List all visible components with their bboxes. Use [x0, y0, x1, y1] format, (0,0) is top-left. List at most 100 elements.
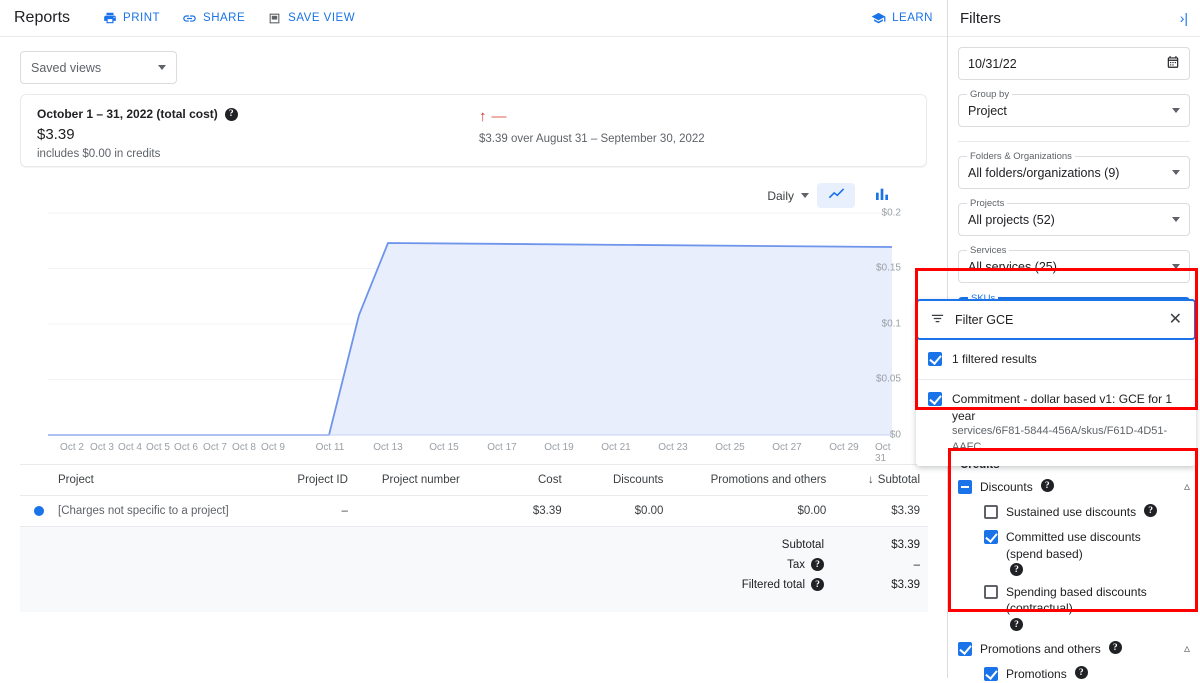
group-by-field[interactable]: Group by Project [958, 89, 1190, 127]
sustained-use-discounts-row[interactable]: Sustained use discounts ? [958, 504, 1190, 520]
totals-value: $3.39 [891, 578, 920, 591]
sku-results-checkbox[interactable] [928, 352, 942, 366]
promotions-checkbox[interactable] [984, 667, 998, 682]
committed-use-discounts-help: ? [958, 560, 1190, 577]
promotions-and-others-checkbox[interactable] [958, 642, 972, 657]
x-tick-label: Oct 6 [174, 442, 198, 453]
chevron-down-icon [801, 193, 809, 198]
link-icon [182, 11, 197, 26]
help-icon[interactable]: ? [224, 107, 238, 121]
summary-credits-note: includes $0.00 in credits [37, 148, 161, 160]
print-button[interactable]: PRINT [102, 11, 160, 26]
spending-based-discounts-label: Spending based discounts (contractual) [1006, 585, 1147, 616]
help-icon[interactable]: ? [1010, 618, 1023, 632]
bar-chart-toggle[interactable] [863, 183, 901, 208]
filters-panel: Filters ›| 10/31/22 Group by Project Fol… [916, 0, 1200, 682]
help-icon[interactable]: ? [1144, 504, 1158, 518]
sort-desc-icon: ↓ [868, 474, 874, 486]
summary-delta: ↑ — $3.39 over August 31 – September 30,… [479, 109, 705, 145]
toolbar-actions: PRINT SHARE SAVE VIEW [102, 11, 355, 26]
col-discounts[interactable]: Discounts [612, 474, 664, 486]
table-row[interactable]: [Charges not specific to a project] – $3… [20, 495, 928, 526]
x-tick-label: Oct 4 [118, 442, 142, 453]
calendar-icon[interactable] [1166, 55, 1180, 72]
x-tick-label: Oct 19 [544, 442, 574, 453]
help-icon[interactable]: ? [811, 578, 824, 591]
col-project-id[interactable]: Project ID [297, 474, 348, 486]
col-cost[interactable]: Cost [538, 474, 562, 486]
chevron-up-icon[interactable]: ▵ [1183, 641, 1190, 656]
services-field[interactable]: Services All services (25) [958, 245, 1190, 283]
chevron-down-icon [1172, 108, 1180, 113]
chevron-down-icon [1172, 217, 1180, 222]
spending-based-discounts-help: ? [958, 615, 1190, 632]
share-button[interactable]: SHARE [182, 11, 245, 26]
committed-use-discounts-row[interactable]: Committed use discounts (spend based) [958, 529, 1190, 561]
folders-orgs-field[interactable]: Folders & Organizations All folders/orga… [958, 151, 1190, 189]
promotions-and-others-group-row[interactable]: Promotions and others ? ▵ [958, 641, 1190, 657]
cell-discounts: $0.00 [569, 495, 672, 526]
col-project[interactable]: Project [58, 474, 94, 486]
sku-results-label: 1 filtered results [952, 352, 1037, 366]
folders-orgs-label: Folders & Organizations [967, 151, 1075, 162]
col-subtotal-label: Subtotal [877, 474, 920, 486]
help-icon[interactable]: ? [1010, 563, 1023, 577]
x-tick-label: Oct 2 [60, 442, 84, 453]
projects-label: Projects [967, 198, 1008, 209]
help-icon[interactable]: ? [1108, 641, 1122, 655]
x-tick-label: Oct 8 [232, 442, 256, 453]
print-label: PRINT [123, 12, 161, 24]
x-tick-label: Oct 21 [601, 442, 631, 453]
help-icon[interactable]: ? [1040, 479, 1054, 493]
skus-label: SKUs [968, 293, 999, 304]
learn-button[interactable]: LEARN [871, 11, 933, 26]
filter-icon [930, 311, 945, 329]
committed-use-discounts-checkbox[interactable] [984, 530, 998, 545]
sku-results-row[interactable]: 1 filtered results [916, 340, 1196, 379]
col-promotions[interactable]: Promotions and others [710, 474, 827, 486]
y-tick-label: $0 [889, 429, 901, 441]
chevron-up-icon[interactable]: ▵ [1183, 479, 1190, 494]
sku-search-input[interactable]: Filter GCE ✕ [916, 299, 1196, 340]
x-tick-label: Oct 23 [658, 442, 688, 453]
spending-based-discounts-checkbox[interactable] [984, 585, 998, 600]
x-tick-label: Oct 3 [90, 442, 114, 453]
toolbar-right-actions: LEARN [871, 11, 933, 26]
sku-item-checkbox[interactable] [928, 391, 942, 406]
table-totals: Subtotal $3.39 Tax ? – Filtered total [20, 526, 928, 612]
spending-based-discounts-row[interactable]: Spending based discounts (contractual) [958, 584, 1190, 616]
list-item[interactable]: Commitment - dollar based v1: GCE for 1 … [916, 378, 1196, 466]
save-view-button[interactable]: SAVE VIEW [267, 11, 355, 26]
end-date-field[interactable]: 10/31/22 [958, 47, 1190, 80]
x-tick-label: Oct 17 [487, 442, 517, 453]
projects-field[interactable]: Projects All projects (52) [958, 198, 1190, 236]
collapse-panel-icon[interactable]: ›| [1179, 10, 1188, 26]
sustained-use-discounts-checkbox[interactable] [984, 505, 998, 520]
saved-views-select[interactable]: Saved views [20, 51, 177, 84]
promotions-row[interactable]: Promotions ? [958, 666, 1190, 682]
cell-project-id: – [254, 495, 356, 526]
delta-dash: — [491, 108, 507, 125]
chart-controls: Daily [20, 183, 927, 208]
discounts-checkbox[interactable] [958, 480, 972, 495]
chart-y-axis: $0.2 $0.15 $0.1 $0.05 $0 [876, 208, 927, 441]
main-panel: Reports PRINT SHARE [0, 0, 948, 678]
projects-value: All projects (52) [968, 212, 1055, 227]
main-content: Saved views October 1 – 31, 2022 (total … [0, 37, 947, 612]
granularity-select[interactable]: Daily [767, 189, 809, 203]
col-project-number[interactable]: Project number [381, 474, 460, 486]
line-chart-toggle[interactable] [817, 183, 855, 208]
cell-promotions: $0.00 [671, 495, 835, 526]
help-icon[interactable]: ? [1074, 666, 1088, 680]
print-icon [102, 11, 117, 26]
sustained-use-discounts-label: Sustained use discounts [1006, 505, 1137, 520]
saved-views-value: Saved views [31, 60, 102, 75]
cost-trend-chart[interactable]: $0.2 $0.15 $0.1 $0.05 $0 Oct 2 Oct 3 Oct… [20, 208, 927, 464]
close-icon[interactable]: ✕ [1168, 310, 1182, 328]
x-tick-label: Oct 5 [146, 442, 170, 453]
x-tick-label: Oct 27 [772, 442, 802, 453]
col-subtotal[interactable]: ↓ Subtotal [834, 465, 928, 496]
discounts-group-row[interactable]: Discounts ? ▵ [958, 479, 1190, 495]
skus-field[interactable]: SKUs Filter GCE ✕ 1 filtered results [916, 293, 1196, 467]
help-icon[interactable]: ? [811, 558, 824, 571]
